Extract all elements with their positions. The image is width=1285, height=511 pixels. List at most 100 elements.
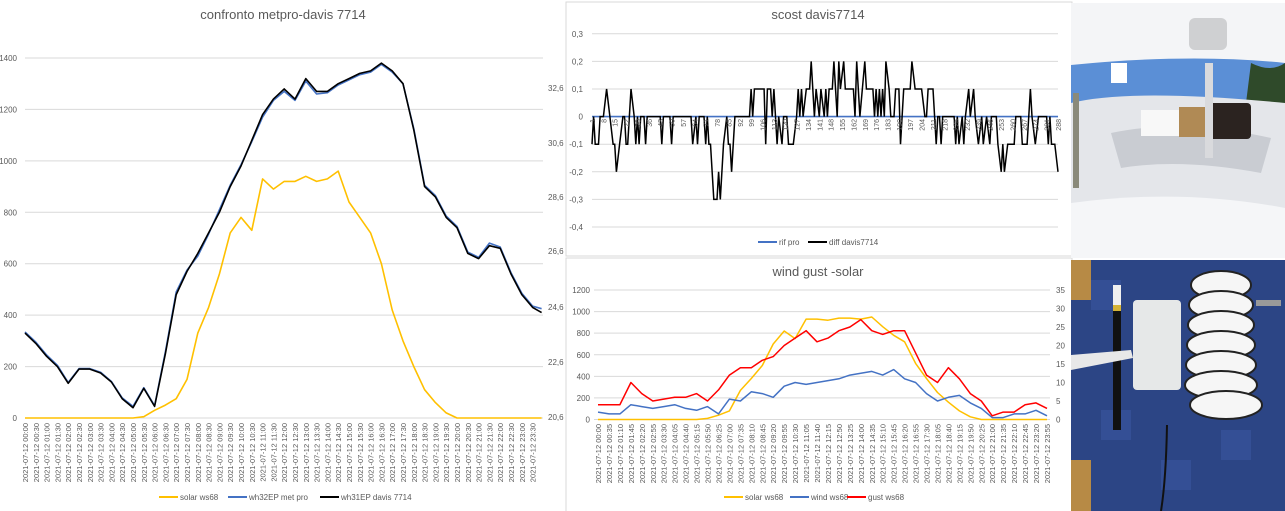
x-tick-label: 2021-07-12 08:45	[758, 424, 767, 483]
x-tick-label: 71	[704, 119, 711, 127]
y-tick-label: 0,2	[572, 57, 584, 66]
x-tick-label: 2021-07-12 11:30	[269, 423, 278, 482]
x-tick-label: 141	[817, 119, 824, 131]
x-tick-label: 2021-07-12 02:20	[638, 424, 647, 483]
x-tick-label: 2021-07-12 22:00	[496, 423, 505, 482]
x-tick-label: 2021-07-12 21:00	[988, 424, 997, 483]
x-tick-label: 57	[681, 119, 688, 127]
y-tick-label: 400	[577, 372, 591, 381]
y-tick-label: -0,3	[569, 195, 583, 204]
y2-tick-label: 30	[1056, 305, 1065, 314]
series-line-wh32EP-met-pro	[24, 63, 542, 408]
x-tick-label: 2021-07-12 23:55	[1043, 424, 1052, 483]
x-tick-label: 22	[624, 119, 631, 127]
y-tick-label: 400	[4, 311, 18, 320]
x-tick-label: 2021-07-12 10:30	[791, 424, 800, 483]
chart-scost-davis7714: scost davis7714 0,3 0,2 0,1 0 -0,1 -0,2 -0,3 -0,…	[565, 1, 1073, 257]
x-tick-label: 2021-07-12 19:30	[442, 423, 451, 482]
x-tick-label: 2021-07-12 20:00	[453, 423, 462, 482]
legend-label: rif pro	[779, 238, 800, 247]
legend-label: diff davis7714	[829, 238, 879, 247]
x-tick-label: 2021-07-12 08:00	[194, 423, 203, 482]
x-tick-label: 134	[806, 119, 813, 131]
legend-label: gust ws68	[868, 493, 905, 502]
x-tick-label: 8	[601, 119, 608, 123]
x-tick-label: 2021-07-12 02:00	[64, 423, 73, 482]
sensor-parts-photo	[1071, 260, 1285, 511]
y-tick-label: 800	[4, 208, 18, 217]
sensor-closeup-image	[1071, 3, 1285, 258]
x-tick-label: 2021-07-12 15:10	[879, 424, 888, 483]
x-tick-label: 2021-07-12 22:45	[1021, 424, 1030, 483]
x-tick-label: 78	[715, 119, 722, 127]
x-tick-label: 232	[965, 119, 972, 131]
x-tick-label: 2021-07-12 13:00	[302, 423, 311, 482]
x-tick-label: 225	[954, 119, 961, 131]
x-tick-label: 260	[1011, 119, 1018, 131]
x-tick-label: 148	[829, 119, 836, 131]
x-tick-label: 2021-07-12 14:35	[868, 424, 877, 483]
x-tick-label: 2021-07-12 13:25	[846, 424, 855, 483]
series-line-solar-ws68	[598, 316, 1047, 421]
y2-tick-label: 5	[1056, 397, 1061, 406]
x-tick-label: 2021-07-12 18:30	[421, 423, 430, 482]
x-tick-label: 2021-07-12 01:00	[43, 423, 52, 482]
x-tick-label: 2021-07-12 19:15	[955, 424, 964, 483]
legend-label: wind ws68	[810, 493, 849, 502]
y-tick-label: 600	[577, 351, 591, 360]
x-tick-label: 64	[692, 119, 699, 127]
x-tick-label: 2021-07-12 05:50	[704, 424, 713, 483]
chart-wind-gust-solar: wind gust -solar 0 200 400 600 800 1000 1200 0 5 1…	[565, 257, 1073, 511]
x-tick-label: 1	[590, 119, 597, 123]
x-tick-label: 2021-07-12 06:00	[151, 423, 160, 482]
y-tick-label: 1400	[0, 54, 18, 63]
x-tick-label: 2021-07-12 07:00	[725, 424, 734, 483]
x-tick-label: 2021-07-12 12:30	[291, 423, 300, 482]
y-tick-label: -0,4	[569, 223, 583, 232]
x-tick-label: 2021-07-12 11:40	[813, 424, 822, 483]
x-tick-label: 2021-07-12 14:00	[857, 424, 866, 483]
y2-tick-label: 25	[1056, 323, 1065, 332]
x-tick-label: 2021-07-12 16:55	[912, 424, 921, 483]
y-tick-label: 0	[579, 113, 584, 122]
x-tick-label: 2021-07-12 15:30	[356, 423, 365, 482]
x-tick-label: 15	[613, 119, 620, 127]
x-tick-label: 99	[749, 119, 756, 127]
x-tick-label: 2021-07-12 15:45	[890, 424, 899, 483]
x-tick-label: 2021-07-12 05:00	[129, 423, 138, 482]
x-tick-label: 2021-07-12 05:15	[693, 424, 702, 483]
x-tick-label: 2021-07-12 04:30	[118, 423, 127, 482]
x-tick-label: 120	[783, 119, 790, 131]
x-tick-label: 2021-07-12 01:30	[53, 423, 62, 482]
x-tick-label: 2021-07-12 00:35	[605, 424, 614, 483]
secondary-y-tick-label: 24,6	[548, 303, 564, 312]
y-tick-label: 0,1	[572, 85, 584, 94]
x-tick-label: 2021-07-12 21:00	[475, 423, 484, 482]
series-line-wh31EP-davis-7714	[24, 62, 543, 409]
legend-label: wh31EP davis 7714	[340, 493, 412, 502]
x-tick-label: 2021-07-12 09:20	[769, 424, 778, 483]
chart-background	[565, 257, 1073, 511]
x-tick-label: 169	[863, 119, 870, 131]
x-tick-label: 2021-07-12 19:50	[966, 424, 975, 483]
x-tick-label: 2021-07-12 00:30	[32, 423, 41, 482]
x-tick-label: 2021-07-12 06:30	[161, 423, 170, 482]
x-tick-label: 2021-07-12 04:05	[671, 424, 680, 483]
x-tick-label: 2021-07-12 12:50	[835, 424, 844, 483]
x-tick-label: 162	[851, 119, 858, 131]
secondary-y-tick-label: 30,6	[548, 139, 564, 148]
y-tick-label: 1000	[0, 157, 18, 166]
secondary-y-tick-label: 28,6	[548, 193, 564, 202]
x-tick-label: 113	[772, 119, 779, 130]
x-tick-label: 2021-07-12 19:00	[431, 423, 440, 482]
y2-tick-label: 35	[1056, 286, 1065, 295]
legend-label: wh32EP met pro	[248, 493, 309, 502]
x-tick-label: 2021-07-12 12:00	[280, 423, 289, 482]
x-tick-label: 2021-07-12 08:10	[747, 424, 756, 483]
legend-label: solar ws68	[745, 493, 784, 502]
secondary-y-tick-label: 26,6	[548, 247, 564, 256]
x-tick-label: 2021-07-12 03:30	[660, 424, 669, 483]
x-tick-label: 2021-07-12 23:20	[1032, 424, 1041, 483]
y-tick-label: 0,3	[572, 30, 584, 39]
